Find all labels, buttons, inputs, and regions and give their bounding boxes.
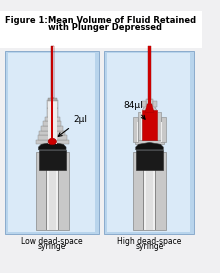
Bar: [146, 99, 153, 104]
Ellipse shape: [48, 138, 56, 145]
Bar: [0, 11, 202, 48]
Bar: [143, 152, 144, 230]
Bar: [148, 46, 151, 100]
Bar: [41, 126, 63, 130]
Bar: [47, 108, 58, 117]
Bar: [161, 117, 166, 143]
Bar: [49, 165, 56, 230]
Bar: [107, 53, 190, 232]
Text: 84μl: 84μl: [124, 101, 145, 119]
Bar: [142, 101, 146, 107]
Bar: [148, 95, 151, 104]
Bar: [36, 140, 69, 144]
Bar: [155, 152, 156, 230]
Bar: [104, 51, 194, 234]
Polygon shape: [144, 105, 155, 112]
Bar: [138, 112, 161, 140]
Bar: [47, 100, 58, 108]
Polygon shape: [141, 104, 158, 112]
Bar: [161, 122, 162, 143]
Text: Low dead-space: Low dead-space: [22, 237, 83, 246]
Bar: [45, 117, 60, 121]
Text: 2μl: 2μl: [58, 115, 87, 136]
Bar: [48, 100, 57, 144]
Bar: [133, 117, 138, 143]
Bar: [36, 152, 69, 230]
Text: syringe: syringe: [135, 242, 164, 251]
Bar: [153, 101, 157, 107]
Bar: [39, 130, 65, 135]
Bar: [141, 110, 158, 140]
Polygon shape: [136, 143, 163, 150]
Text: with Plunger Depressed: with Plunger Depressed: [48, 23, 162, 32]
Text: Mean Volume of Fluid Retained: Mean Volume of Fluid Retained: [48, 16, 196, 25]
Bar: [51, 96, 53, 141]
Bar: [148, 46, 151, 100]
Text: Figure 1:: Figure 1:: [5, 16, 47, 25]
Text: High dead-space: High dead-space: [117, 237, 182, 246]
Bar: [136, 150, 163, 170]
Bar: [58, 152, 59, 230]
Bar: [46, 152, 47, 230]
Bar: [5, 51, 99, 234]
Bar: [51, 46, 54, 99]
Bar: [148, 46, 151, 100]
Bar: [133, 152, 166, 230]
Bar: [43, 121, 61, 126]
Bar: [46, 152, 59, 230]
Bar: [146, 165, 153, 230]
Bar: [143, 152, 156, 230]
Polygon shape: [38, 143, 66, 150]
Bar: [51, 46, 53, 99]
Bar: [137, 122, 139, 143]
Bar: [135, 139, 164, 144]
Bar: [142, 110, 157, 140]
Bar: [38, 135, 67, 140]
Bar: [38, 150, 66, 170]
Polygon shape: [145, 104, 154, 112]
Bar: [48, 97, 57, 101]
Text: syringe: syringe: [38, 242, 66, 251]
Bar: [8, 53, 95, 232]
